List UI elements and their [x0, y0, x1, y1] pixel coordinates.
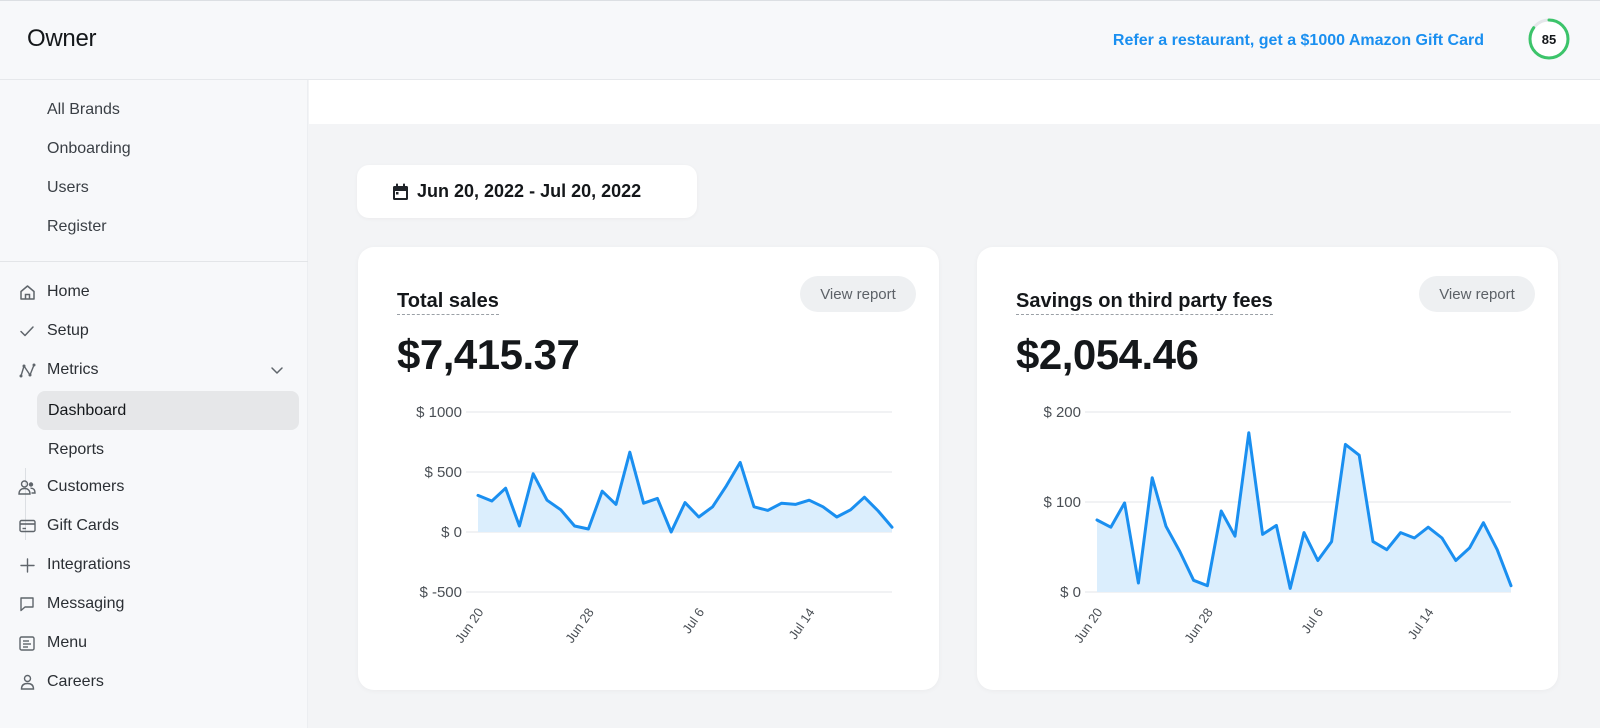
sidebar-item-register[interactable]: Register: [47, 218, 107, 235]
series-area: [478, 452, 892, 532]
sidebar-item-label: Integrations: [47, 556, 131, 573]
sidebar-item-metrics[interactable]: Metrics: [0, 351, 308, 389]
credit-card-icon: [18, 517, 36, 535]
x-tick-label: Jul 14: [785, 605, 817, 642]
sidebar-item-careers[interactable]: Careers: [0, 663, 308, 701]
series-line: [1095, 431, 1513, 590]
score-ring-icon: [1528, 18, 1570, 60]
savings-chart: $ 200 $ 100 $ 0 Jun 20 Jun 28 Jul 6 Jul 14: [1043, 404, 1513, 646]
message-icon: [18, 595, 36, 613]
x-tick-label: Jun 28: [1181, 605, 1216, 646]
sidebar-item-label: Reports: [48, 441, 105, 458]
y-tick-label: $ 0: [1060, 584, 1081, 601]
main-top-bar: [309, 80, 1600, 124]
person-icon: [18, 673, 36, 691]
x-tick-label: Jun 28: [562, 605, 597, 646]
calendar-icon: [392, 183, 409, 201]
metrics-icon: [18, 361, 36, 379]
y-tick-label: $ 200: [1043, 404, 1081, 421]
date-range-picker[interactable]: Jun 20, 2022 - Jul 20, 2022: [357, 165, 697, 218]
view-report-button[interactable]: View report: [800, 276, 916, 312]
sidebar-item-dashboard[interactable]: Dashboard: [37, 391, 299, 430]
x-tick-label: Jun 20: [1071, 605, 1106, 646]
sidebar-item-home[interactable]: Home: [0, 273, 308, 311]
sidebar-item-setup[interactable]: Setup: [0, 312, 308, 350]
sidebar-item-label: Setup: [47, 322, 89, 339]
y-tick-label: $ 0: [441, 524, 462, 541]
sidebar-item-label: Dashboard: [48, 402, 127, 419]
savings-card: Savings on third party fees $2,054.46 Vi…: [977, 247, 1558, 690]
sidebar-item-gift-cards[interactable]: Gift Cards: [0, 507, 308, 545]
x-tick-label: Jul 6: [1298, 605, 1326, 636]
chevron-down-icon[interactable]: [270, 363, 284, 377]
sidebar-item-messaging[interactable]: Messaging: [0, 585, 308, 623]
total-sales-card: Total sales $7,415.37 View report $ 1000…: [358, 247, 939, 690]
sidebar-item-label: Careers: [47, 673, 104, 690]
sidebar-item-integrations[interactable]: Integrations: [0, 546, 308, 584]
sidebar-item-label: Customers: [47, 478, 125, 495]
sidebar-item-label: Metrics: [47, 361, 99, 378]
sidebar-item-label: Gift Cards: [47, 517, 120, 534]
score-ring[interactable]: 85: [1527, 17, 1571, 61]
card-value: $2,054.46: [1016, 331, 1199, 378]
y-tick-label: $ 1000: [416, 404, 462, 421]
sidebar-item-users[interactable]: Users: [47, 179, 89, 196]
sidebar-item-label: Home: [47, 283, 90, 300]
y-tick-label: $ 100: [1043, 494, 1081, 511]
sidebar-item-reports[interactable]: Reports: [37, 430, 299, 469]
view-report-button[interactable]: View report: [1419, 276, 1535, 312]
sidebar-item-all-brands[interactable]: All Brands: [47, 101, 120, 118]
x-tick-label: Jul 6: [679, 605, 707, 636]
home-icon: [18, 283, 36, 301]
score-value: 85: [1541, 31, 1557, 47]
sidebar-item-label: Messaging: [47, 595, 125, 612]
sidebar-divider: [0, 261, 308, 262]
card-title[interactable]: Savings on third party fees: [1016, 290, 1273, 315]
check-icon: [18, 322, 36, 340]
sidebar: All Brands Onboarding Users Register Hom…: [0, 80, 308, 728]
total-sales-chart: $ 1000 $ 500 $ 0 $ -500 Jun 20 Jun 28 Jul 6 Jul…: [416, 404, 894, 646]
x-tick-label: Jun 20: [452, 605, 487, 646]
series-line: [476, 450, 894, 534]
card-title[interactable]: Total sales: [397, 290, 499, 315]
sidebar-item-onboarding[interactable]: Onboarding: [47, 140, 131, 157]
customers-icon: [18, 478, 36, 496]
series-area: [1097, 432, 1511, 592]
referral-link[interactable]: Refer a restaurant, get a $1000 Amazon G…: [1112, 32, 1484, 49]
sidebar-item-customers[interactable]: Customers: [0, 468, 308, 506]
submenu-guide-line: [25, 468, 26, 540]
sidebar-item-label: Menu: [47, 634, 88, 651]
x-tick-label: Jul 14: [1404, 605, 1436, 642]
date-range-text: Jun 20, 2022 - Jul 20, 2022: [417, 181, 642, 201]
plus-icon: [18, 556, 36, 574]
sidebar-item-menu[interactable]: Menu: [0, 624, 308, 662]
card-value: $7,415.37: [397, 331, 580, 378]
brand-logo[interactable]: Owner: [27, 25, 97, 52]
y-tick-label: $ -500: [419, 584, 462, 601]
menu-icon: [18, 634, 36, 652]
top-header: Owner Refer a restaurant, get a $1000 Am…: [0, 0, 1600, 80]
y-tick-label: $ 500: [424, 464, 462, 481]
